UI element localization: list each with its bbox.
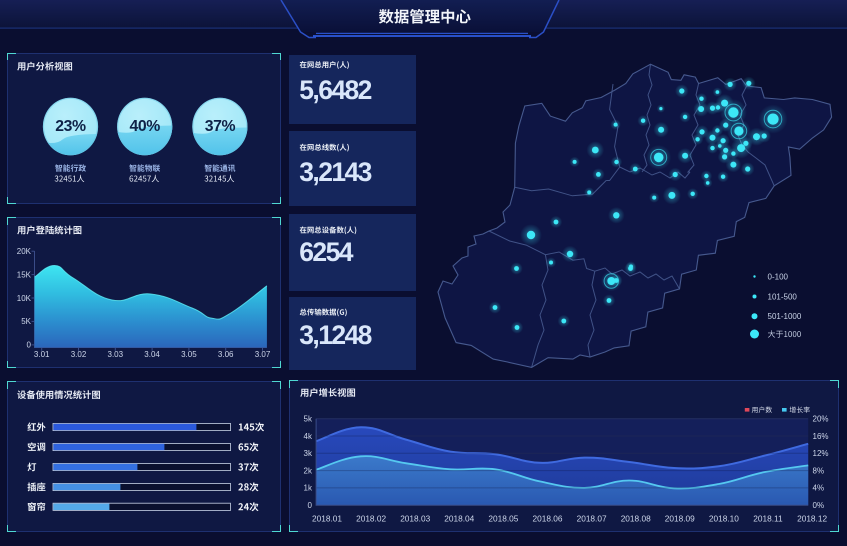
- svg-text:0: 0: [307, 501, 312, 510]
- svg-text:16%: 16%: [812, 432, 828, 441]
- svg-text:5k: 5k: [303, 415, 312, 424]
- svg-text:4k: 4k: [303, 432, 312, 441]
- svg-text:2018.02: 2018.02: [356, 514, 386, 524]
- svg-text:101-500: 101-500: [768, 292, 798, 301]
- svg-text:3.04: 3.04: [144, 350, 160, 359]
- svg-text:2018.01: 2018.01: [312, 514, 342, 524]
- svg-text:8%: 8%: [812, 466, 824, 475]
- svg-text:4%: 4%: [812, 484, 824, 493]
- svg-text:2018.10: 2018.10: [708, 514, 738, 524]
- svg-text:0%: 0%: [812, 501, 824, 510]
- svg-text:2018.07: 2018.07: [576, 514, 606, 524]
- svg-text:2k: 2k: [303, 466, 312, 475]
- svg-text:2018.08: 2018.08: [620, 514, 650, 524]
- svg-text:23%: 23%: [55, 117, 86, 134]
- svg-text:1k: 1k: [303, 484, 312, 493]
- svg-text:3.05: 3.05: [181, 350, 197, 359]
- svg-text:2018.12: 2018.12: [797, 514, 827, 524]
- svg-text:5K: 5K: [21, 317, 31, 326]
- svg-text:501-1000: 501-1000: [768, 312, 802, 321]
- svg-text:2018.03: 2018.03: [400, 514, 430, 524]
- svg-text:40%: 40%: [129, 117, 160, 134]
- svg-text:2018.11: 2018.11: [753, 514, 783, 524]
- svg-text:3.06: 3.06: [217, 350, 233, 359]
- svg-text:12%: 12%: [812, 449, 828, 458]
- svg-text:15K: 15K: [16, 270, 31, 279]
- svg-text:2018.05: 2018.05: [488, 514, 518, 524]
- svg-text:20K: 20K: [16, 247, 31, 256]
- svg-text:0-100: 0-100: [768, 272, 789, 281]
- svg-text:10K: 10K: [16, 294, 31, 303]
- svg-text:3.02: 3.02: [70, 350, 86, 359]
- svg-text:3.01: 3.01: [33, 350, 49, 359]
- svg-text:3.03: 3.03: [107, 350, 123, 359]
- svg-text:3.07: 3.07: [254, 350, 270, 359]
- svg-text:2018.06: 2018.06: [532, 514, 562, 524]
- svg-text:0: 0: [26, 341, 31, 350]
- svg-text:20%: 20%: [812, 415, 828, 424]
- svg-text:3k: 3k: [303, 449, 312, 458]
- svg-text:2018.04: 2018.04: [444, 514, 474, 524]
- svg-text:37%: 37%: [204, 117, 235, 134]
- svg-text:2018.09: 2018.09: [664, 514, 694, 524]
